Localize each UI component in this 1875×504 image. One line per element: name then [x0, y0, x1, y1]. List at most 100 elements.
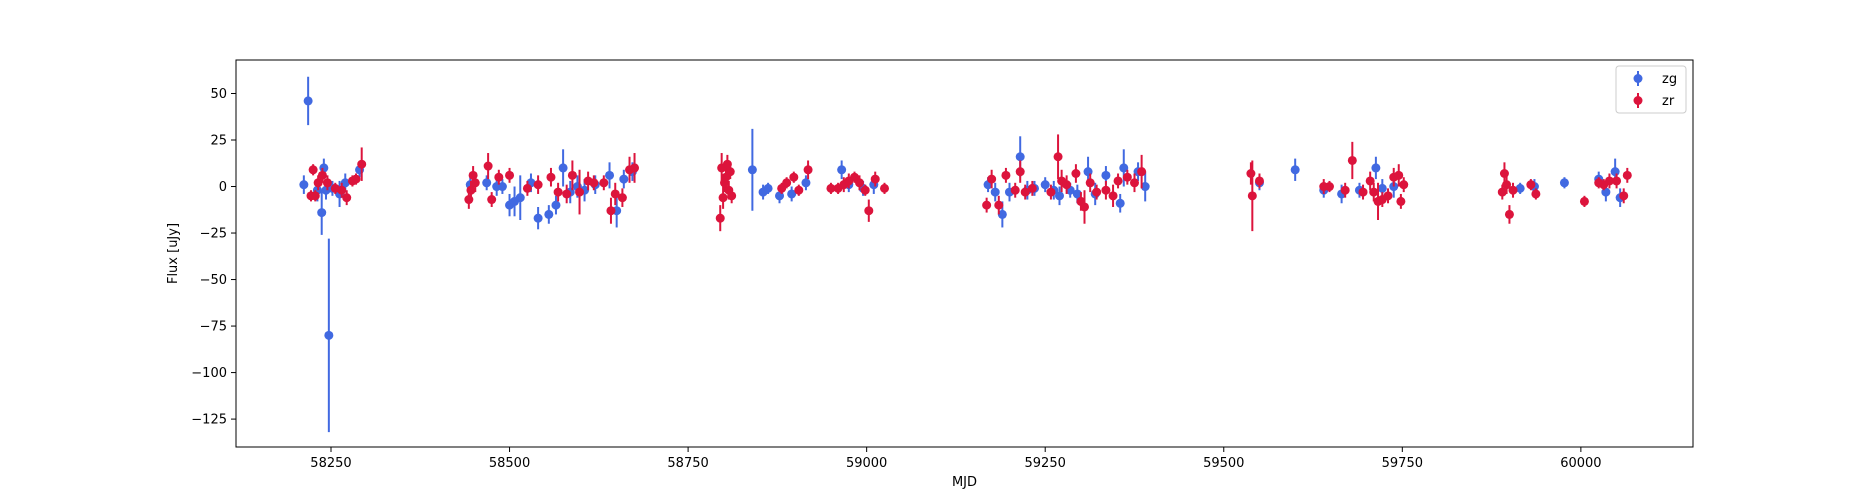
point-zr: [1383, 191, 1393, 201]
point-zr: [487, 195, 497, 205]
legend-zg-label: zg: [1662, 72, 1677, 87]
point-zr: [589, 178, 599, 188]
point-zr: [1579, 196, 1589, 206]
point-zg: [497, 182, 507, 192]
point-zr: [1085, 178, 1095, 188]
point-zg: [990, 187, 1000, 197]
point-zr: [567, 170, 577, 180]
series-zr: [306, 134, 1632, 232]
point-zr: [1122, 172, 1132, 182]
legend-zg-marker: [1633, 74, 1643, 83]
point-zr: [727, 191, 737, 201]
point-zr: [1531, 189, 1541, 199]
point-zg: [1377, 183, 1387, 193]
point-zr: [317, 170, 327, 180]
point-zr: [308, 165, 318, 175]
point-zg: [544, 209, 554, 219]
y-tick-label: −75: [200, 320, 227, 335]
point-zr: [794, 185, 804, 195]
legend-zr-marker: [1633, 96, 1643, 105]
point-zg: [787, 189, 797, 199]
point-zr: [1092, 187, 1102, 197]
y-tick-label: 25: [210, 134, 227, 149]
point-zg: [515, 193, 525, 203]
point-zr: [546, 172, 556, 182]
point-zr: [1497, 187, 1507, 197]
legend-entry-zr: zr: [1633, 93, 1675, 109]
point-zr: [1254, 176, 1264, 186]
point-zr: [322, 178, 332, 188]
point-zg: [1040, 180, 1050, 190]
y-axis: −125 −100 −75 −50 −25 0 25 50: [191, 87, 236, 428]
point-zr: [1365, 176, 1375, 186]
point-zg: [997, 209, 1007, 219]
point-zr: [342, 193, 352, 203]
point-zr: [982, 200, 992, 210]
legend-box: [1615, 65, 1687, 114]
point-zr: [470, 178, 480, 188]
point-zg: [1083, 167, 1093, 177]
point-zr: [803, 165, 813, 175]
point-zr: [826, 183, 836, 193]
point-zg: [317, 208, 327, 218]
point-zr: [1010, 185, 1020, 195]
point-zr: [1101, 185, 1111, 195]
point-zr: [1622, 170, 1632, 180]
point-zr: [1499, 168, 1509, 178]
point-zr: [357, 159, 367, 169]
point-zr: [870, 174, 880, 184]
x-axis: 58250 58500 58750 59000 59250 59500 59750 60000: [310, 447, 1602, 471]
point-zr: [1502, 180, 1512, 190]
point-zr: [1358, 187, 1368, 197]
point-zg: [299, 180, 309, 190]
point-zg: [1101, 170, 1111, 180]
point-zr: [337, 185, 347, 195]
legend-zr-label: zr: [1662, 94, 1675, 109]
x-axis-label: MJD: [952, 475, 977, 490]
point-zr: [880, 183, 890, 193]
point-zr: [1071, 168, 1081, 178]
point-zr: [994, 200, 1004, 210]
point-zg: [482, 178, 492, 188]
point-zr: [553, 187, 563, 197]
point-zg: [1054, 191, 1064, 201]
axes-frame: [235, 59, 1694, 448]
marks-layer: [299, 76, 1632, 433]
y-tick-label: 50: [210, 87, 227, 102]
point-zg: [1072, 189, 1082, 199]
point-zg: [1015, 152, 1025, 162]
point-zr: [1369, 187, 1379, 197]
point-zg: [619, 174, 629, 184]
point-zr: [1347, 155, 1357, 165]
legend: zg zr: [1615, 65, 1687, 114]
point-zr: [1079, 202, 1089, 212]
point-zr: [725, 167, 735, 177]
point-zr: [575, 187, 585, 197]
point-zr: [987, 174, 997, 184]
y-tick-label: 0: [219, 180, 227, 195]
y-tick-label: −100: [191, 366, 227, 381]
point-zr: [718, 193, 728, 203]
x-tick-label: 58250: [310, 456, 351, 471]
point-zr: [782, 178, 792, 188]
x-tick-label: 58750: [667, 456, 708, 471]
point-zr: [864, 206, 874, 216]
point-zr: [1324, 182, 1334, 192]
x-tick-label: 59750: [1382, 456, 1423, 471]
point-zr: [1604, 176, 1614, 186]
point-zr: [313, 178, 323, 188]
point-zr: [1137, 167, 1147, 177]
point-zr: [1001, 170, 1011, 180]
point-zr: [1508, 185, 1518, 195]
point-zr: [715, 213, 725, 223]
point-zg: [1559, 178, 1569, 188]
point-zg: [763, 183, 773, 193]
legend-entry-zg: zg: [1633, 71, 1677, 87]
point-zr: [494, 172, 504, 182]
point-zr: [533, 180, 543, 190]
point-zr: [1046, 187, 1056, 197]
point-zg: [1140, 182, 1150, 192]
